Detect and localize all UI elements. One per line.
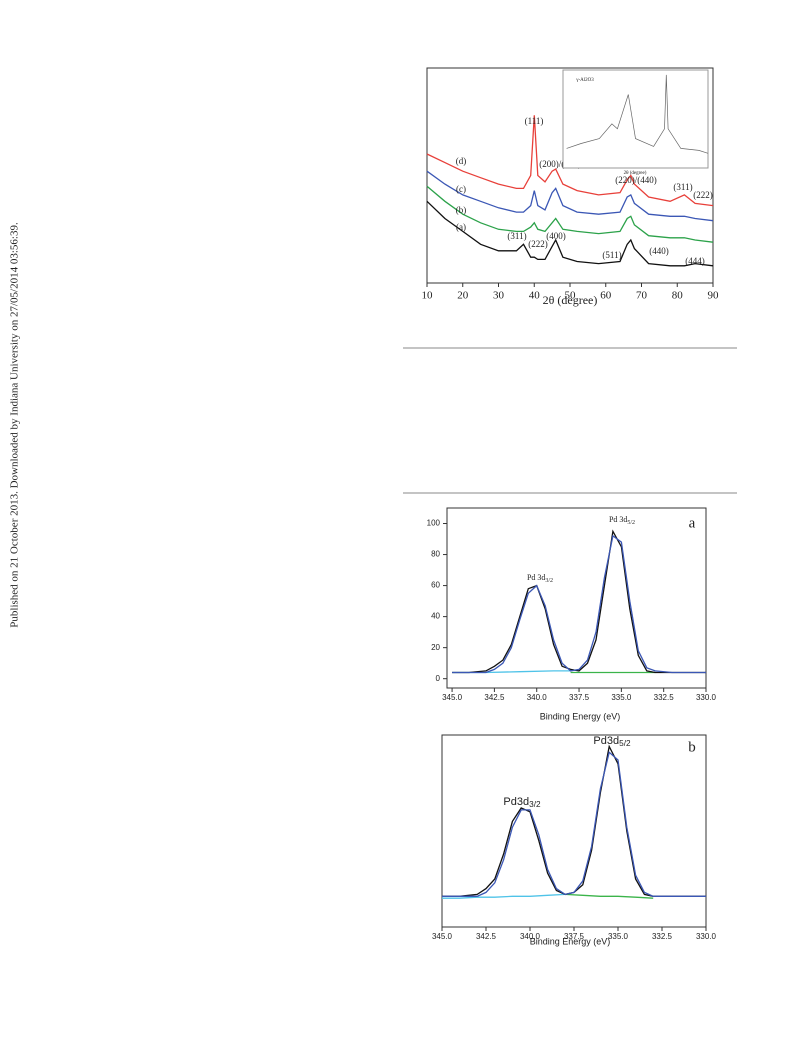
series-line [426, 170, 714, 222]
peak-label-subscript: 5/2 [619, 739, 631, 748]
series-label: (d) [456, 156, 467, 166]
x-tick-label: 90 [708, 290, 720, 302]
x-axis-label: Binding Energy (eV) [530, 936, 611, 946]
series-line [426, 115, 714, 207]
series-line [426, 200, 714, 267]
x-tick-label: 330.0 [696, 932, 717, 941]
peak-label-subscript: 3/2 [545, 578, 553, 584]
peak-label: (222) [693, 190, 713, 200]
peak-label: (200)/(400) [539, 159, 581, 169]
x-tick-label: 345.0 [442, 693, 463, 702]
x-tick-label: 60 [600, 290, 612, 302]
peak-label: Pd 3d5/2 [609, 515, 635, 527]
panel-label: a [689, 515, 696, 531]
peak-label: (444) [685, 256, 705, 266]
peak-label: (311) [507, 231, 526, 241]
x-tick-label: 342.5 [484, 693, 505, 702]
series-label: (a) [456, 222, 466, 232]
x-axis-label: 2θ (degree) [624, 171, 647, 176]
y-tick-label: 80 [431, 550, 440, 559]
x-tick-label: 332.5 [652, 932, 673, 941]
x-tick-label: 10 [422, 290, 434, 302]
x-tick-label: 80 [672, 290, 684, 302]
y-tick-label: 20 [431, 643, 440, 652]
peak-label: Pd3d3/2 [503, 796, 541, 809]
x-tick-label: 337.5 [569, 693, 590, 702]
peak-label: Pd3d5/2 [593, 735, 631, 748]
x-tick-label: 30 [493, 290, 505, 302]
side-note: Published on 21 October 2013. Downloaded… [9, 222, 21, 628]
x-tick-label: 337.5 [564, 932, 585, 941]
y-tick-label: 0 [436, 674, 441, 683]
y-tick-label: 40 [431, 612, 440, 621]
x-axis-label: 2θ (degree) [543, 293, 598, 307]
x-axis-label: Binding Energy (eV) [540, 711, 621, 721]
peak-label-text: Pd 3d [609, 515, 627, 524]
x-tick-label: 340.0 [527, 693, 548, 702]
x-tick-label: 335.0 [611, 693, 632, 702]
x-tick-label: 50 [565, 290, 577, 302]
inset-title: γ-Al2O3 [576, 78, 594, 83]
series-line [442, 751, 706, 897]
x-tick-label: 332.5 [654, 693, 675, 702]
series-line [442, 893, 566, 899]
peak-label: (220)/(440) [615, 175, 657, 185]
x-tick-label: 40 [529, 290, 541, 302]
series-label: (b) [456, 205, 467, 215]
x-tick-label: 330.0 [696, 693, 717, 702]
y-tick-label: 100 [427, 519, 441, 528]
x-tick-label: 342.5 [476, 932, 497, 941]
peak-label: Pd 3d3/2 [527, 573, 553, 585]
peak-label: (511) [602, 250, 621, 260]
panel-label: b [688, 739, 696, 755]
peak-label-subscript: 3/2 [529, 800, 541, 809]
series-line [426, 185, 714, 243]
series-line [452, 534, 706, 674]
peak-label: (440) [649, 246, 669, 256]
x-tick-label: 335.0 [608, 932, 629, 941]
plot-frame [562, 69, 709, 169]
series-label: (c) [456, 184, 466, 194]
series-line [566, 74, 709, 154]
plot-frame [441, 734, 707, 928]
peak-label-text: Pd3d [503, 796, 529, 808]
y-tick-label: 60 [431, 581, 440, 590]
peak-label: (222) [528, 239, 548, 249]
x-tick-label: 340.0 [520, 932, 541, 941]
series-line [565, 893, 654, 899]
peak-label-subscript: 5/2 [627, 520, 635, 526]
x-tick-label: 20 [457, 290, 469, 302]
peak-label: (111) [525, 116, 544, 126]
x-tick-label: 70 [636, 290, 648, 302]
peak-label: (311) [673, 182, 692, 192]
peak-label-text: Pd3d [593, 735, 619, 747]
plot-frame [446, 507, 707, 689]
peak-label: (400) [546, 231, 566, 241]
x-tick-label: 345.0 [432, 932, 453, 941]
peak-label-text: Pd 3d [527, 573, 545, 582]
